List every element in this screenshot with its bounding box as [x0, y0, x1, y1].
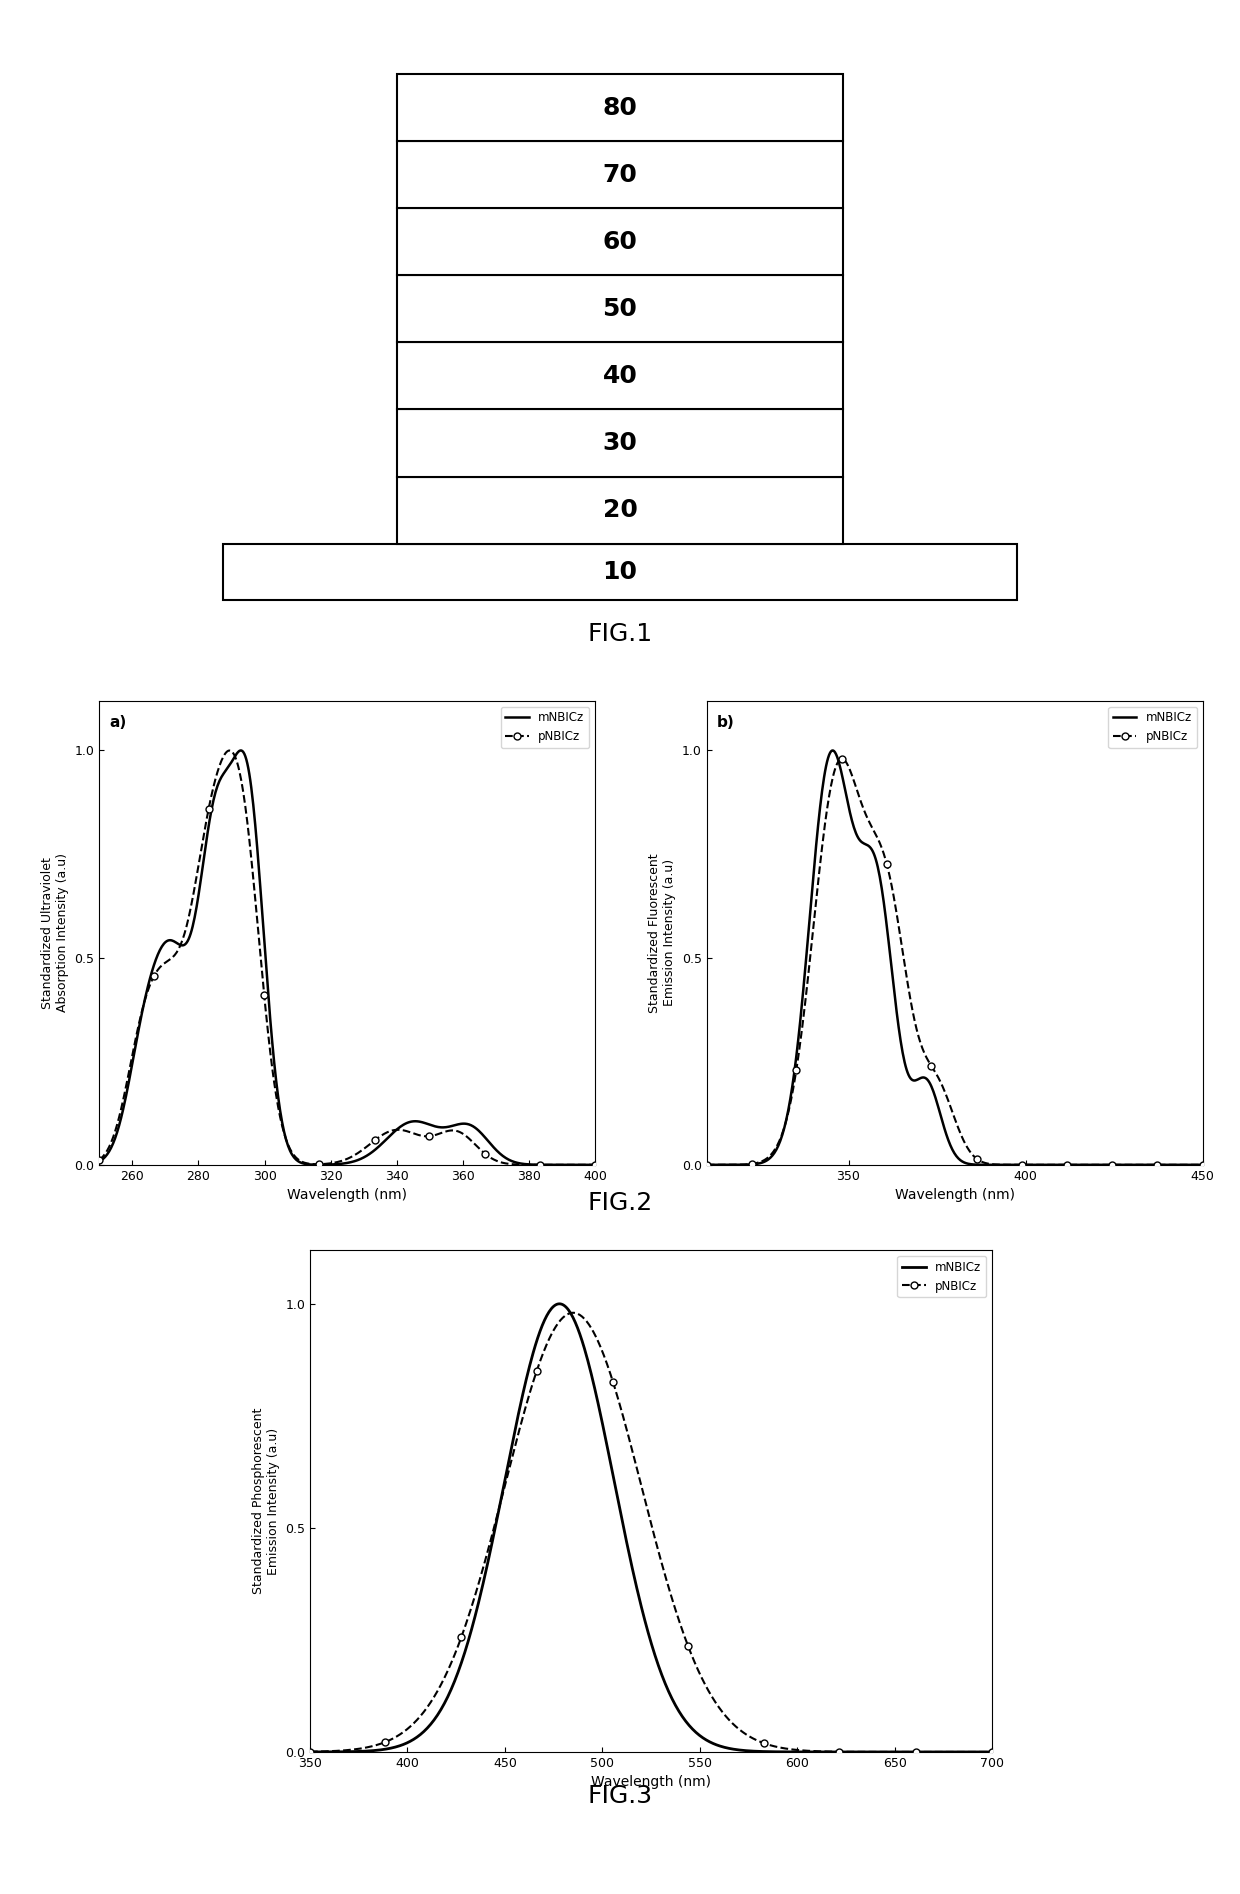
Text: 60: 60: [603, 229, 637, 254]
FancyBboxPatch shape: [397, 343, 843, 409]
Text: 20: 20: [603, 498, 637, 523]
Y-axis label: Standardized Phosphorescent
Emission Intensity (a.u): Standardized Phosphorescent Emission Int…: [252, 1407, 279, 1595]
X-axis label: Wavelength (nm): Wavelength (nm): [895, 1188, 1014, 1203]
Text: FIG.1: FIG.1: [588, 623, 652, 646]
X-axis label: Wavelength (nm): Wavelength (nm): [288, 1188, 407, 1203]
Text: FIG.3: FIG.3: [588, 1784, 652, 1807]
Text: 80: 80: [603, 97, 637, 119]
Text: 30: 30: [603, 432, 637, 455]
Text: FIG.2: FIG.2: [588, 1191, 652, 1214]
FancyBboxPatch shape: [397, 142, 843, 208]
Text: 70: 70: [603, 163, 637, 188]
FancyBboxPatch shape: [397, 74, 843, 142]
Text: 40: 40: [603, 364, 637, 388]
Text: 50: 50: [603, 297, 637, 320]
Legend: mNBICz, pNBICz: mNBICz, pNBICz: [1109, 706, 1197, 748]
Y-axis label: Standardized Fluorescent
Emission Intensity (a.u): Standardized Fluorescent Emission Intens…: [649, 852, 676, 1013]
FancyBboxPatch shape: [397, 477, 843, 544]
X-axis label: Wavelength (nm): Wavelength (nm): [591, 1775, 711, 1790]
FancyBboxPatch shape: [223, 544, 1017, 600]
Legend: mNBICz, pNBICz: mNBICz, pNBICz: [898, 1256, 986, 1297]
Y-axis label: Standardized Ultraviolet
Absorption Intensity (a.u): Standardized Ultraviolet Absorption Inte…: [41, 854, 68, 1011]
Legend: mNBICz, pNBICz: mNBICz, pNBICz: [501, 706, 589, 748]
Text: 10: 10: [603, 561, 637, 583]
FancyBboxPatch shape: [397, 409, 843, 477]
FancyBboxPatch shape: [397, 275, 843, 343]
Text: a): a): [109, 714, 126, 729]
Text: b): b): [717, 714, 734, 729]
FancyBboxPatch shape: [397, 208, 843, 275]
